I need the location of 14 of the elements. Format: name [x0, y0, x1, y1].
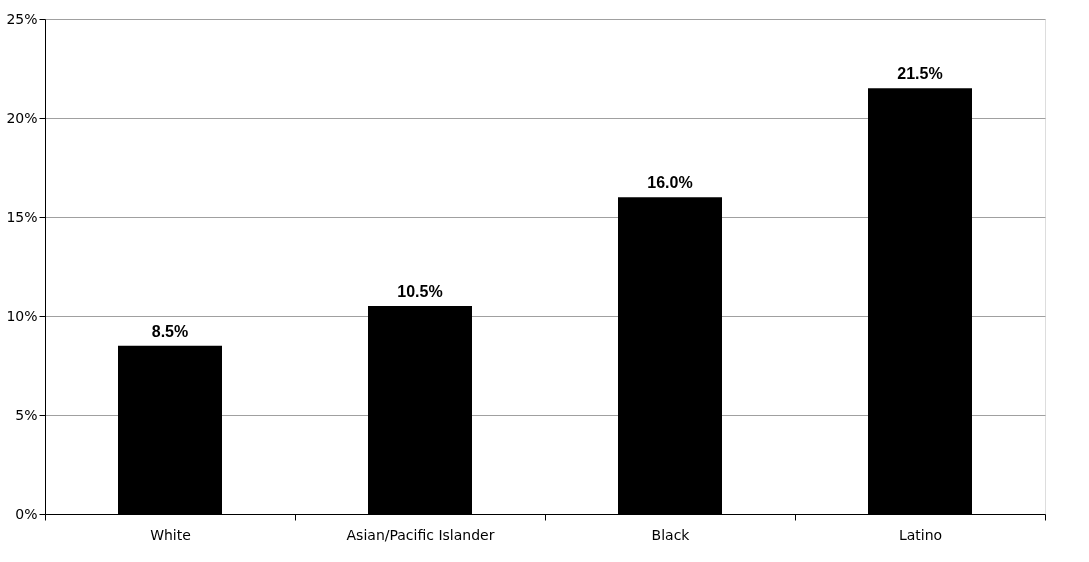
y-tick-label: 25% — [6, 10, 38, 27]
data-label: 8.5% — [151, 322, 189, 340]
x-tick-label: Latino — [898, 526, 943, 543]
x-tick-label: Black — [651, 526, 691, 543]
data-label: 10.5% — [397, 283, 443, 301]
x-tick-label: Asian/Pacific Islander — [346, 526, 495, 543]
data-label: 16.0% — [647, 174, 693, 192]
y-tick-label: 15% — [6, 208, 38, 225]
y-tick-label: 10% — [6, 307, 38, 324]
y-tick-label: 0% — [15, 505, 38, 522]
y-tick-label: 5% — [15, 406, 38, 423]
x-tick-label: White — [150, 526, 191, 543]
data-label: 21.5% — [897, 65, 943, 83]
y-tick-label: 20% — [6, 109, 38, 126]
